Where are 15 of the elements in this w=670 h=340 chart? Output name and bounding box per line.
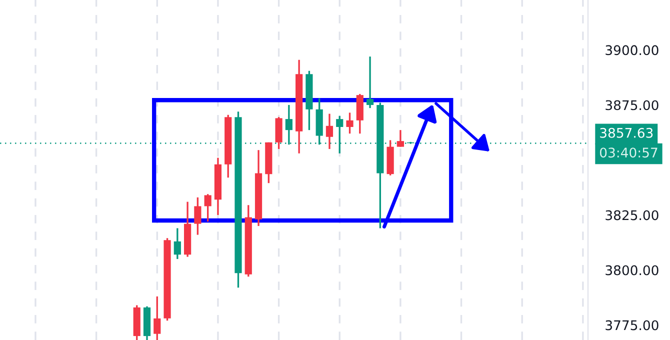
y-tick-label: 3900.00: [606, 45, 658, 56]
candlestick: [396, 129, 404, 148]
candlestick: [326, 112, 334, 150]
candlestick: [346, 112, 354, 134]
text: 03:40:57: [600, 148, 658, 158]
candlestick: [194, 196, 202, 236]
candlestick: [366, 56, 374, 109]
y-tick-label: 3825.00: [606, 210, 658, 220]
ref-line-label: 3857.63: [600, 128, 653, 138]
y-tick-label: 3775.00: [606, 320, 658, 330]
y-tick-label: 3875.00: [606, 100, 658, 110]
candlestick: [174, 227, 181, 260]
y-tick-label: 3800.00: [606, 265, 658, 276]
candlestick: [154, 296, 161, 340]
candlestick: [204, 193, 212, 222]
